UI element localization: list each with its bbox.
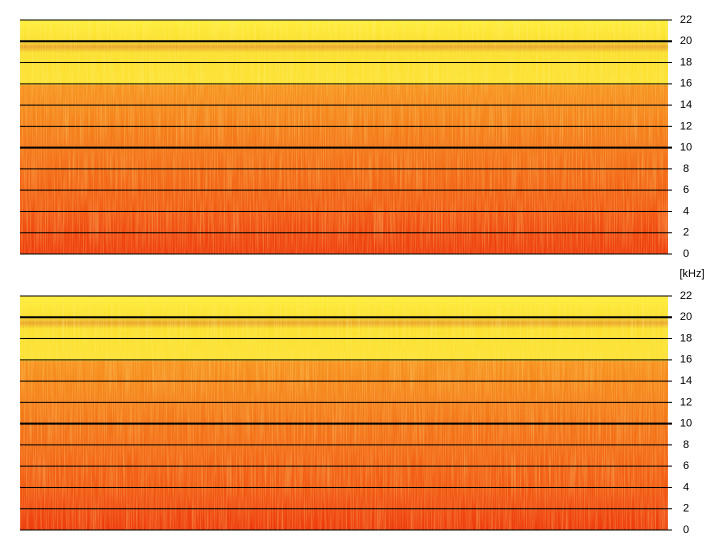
y-tick-label: 18 bbox=[680, 332, 692, 344]
y-tick-label: 4 bbox=[683, 205, 689, 217]
y-tick-label: 22 bbox=[680, 290, 692, 302]
y-tick-label: 8 bbox=[683, 439, 689, 451]
y-tick-label: 12 bbox=[680, 396, 692, 408]
spectrogram-texture bbox=[20, 20, 668, 254]
y-tick-label: 0 bbox=[683, 524, 689, 536]
y-tick-label: 10 bbox=[680, 418, 692, 430]
y-tick-label: 14 bbox=[680, 375, 692, 387]
y-tick-label: 6 bbox=[683, 184, 689, 196]
y-tick-label: 10 bbox=[680, 142, 692, 154]
y-tick-label: 6 bbox=[683, 460, 689, 472]
y-tick-label: 0 bbox=[683, 248, 689, 260]
spectrogram-texture bbox=[20, 296, 668, 530]
y-tick-label: 18 bbox=[680, 56, 692, 68]
y-axis-label: [kHz] bbox=[679, 268, 704, 280]
y-tick-label: 8 bbox=[683, 163, 689, 175]
y-tick-label: 20 bbox=[680, 311, 692, 323]
y-tick-label: 16 bbox=[680, 78, 692, 90]
y-tick-label: 16 bbox=[680, 354, 692, 366]
y-tick-label: 20 bbox=[680, 35, 692, 47]
y-tick-label: 2 bbox=[683, 227, 689, 239]
y-tick-label: 12 bbox=[680, 120, 692, 132]
y-tick-label: 4 bbox=[683, 481, 689, 493]
y-tick-label: 14 bbox=[680, 99, 692, 111]
y-tick-label: 22 bbox=[680, 14, 692, 26]
y-tick-label: 2 bbox=[683, 503, 689, 515]
